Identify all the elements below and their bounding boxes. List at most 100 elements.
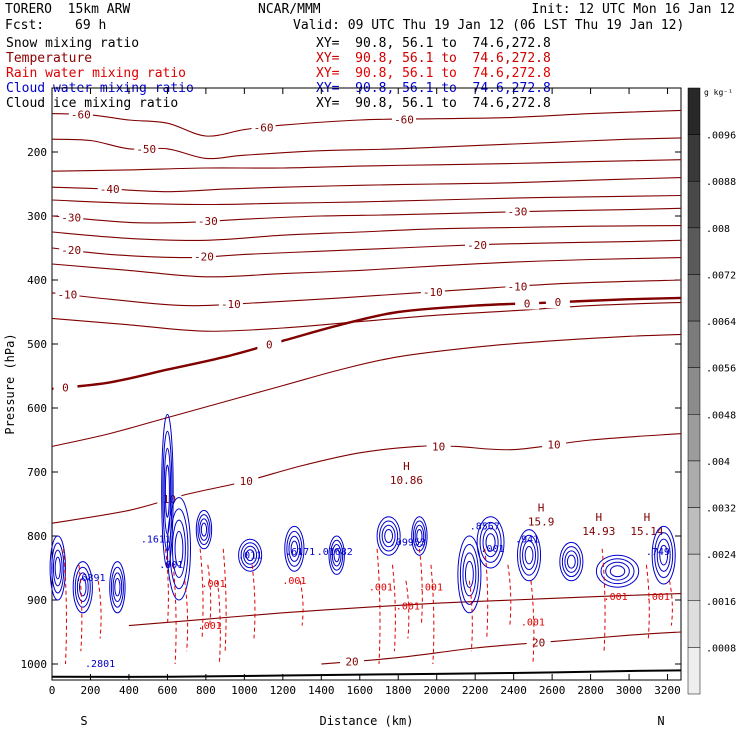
rain-contour-6 <box>199 548 204 639</box>
colorbar-tick-10: .0016 <box>706 597 736 608</box>
cloud-contour-13-3 <box>524 545 534 565</box>
cloud-contour-1-3 <box>79 577 87 597</box>
cloud-contour-12-2 <box>482 527 499 558</box>
temp-label-bg-5-0 <box>195 215 220 228</box>
x-tick-label-5: 1000 <box>231 684 258 697</box>
x-tick-label-11: 2200 <box>462 684 489 697</box>
temp-label-7-2: -20 <box>467 239 487 252</box>
rain-contour-12 <box>376 548 381 665</box>
high-value-0: 10.86 <box>390 474 423 487</box>
field-xy-0: XY= 90.8, 56.1 to 74.6,272.8 <box>316 36 551 51</box>
temp-label-5-0: -30 <box>198 215 218 228</box>
temp-label-bg-9-1 <box>218 297 243 310</box>
cloud-label-7: .09953 <box>390 538 426 549</box>
cloud-contour-0-1 <box>51 542 65 594</box>
x-tick-label-2: 400 <box>119 684 139 697</box>
temp-label-5-2: -30 <box>61 212 81 225</box>
y-tick-label-1: 300 <box>27 210 47 223</box>
high-marker-2: H <box>596 511 603 524</box>
temp-label-bg-9-2 <box>420 285 445 298</box>
cloud-label-10: .941 <box>515 534 539 545</box>
rain-label-4: .001 <box>202 579 226 590</box>
temp-contour-10 <box>51 301 682 332</box>
colorbar-tick-7: .004 <box>706 457 730 468</box>
cloud-contour-9-1 <box>379 520 399 552</box>
forecast-value: 69 h <box>75 18 107 33</box>
temp-label-bg-5-2 <box>59 211 84 224</box>
colorbar-bin-5 <box>687 320 701 368</box>
x-tick-label-8: 1600 <box>347 684 374 697</box>
rain-label-1: .001 <box>419 582 443 593</box>
x-tick-label-0: 0 <box>49 684 56 697</box>
cloud-contour-11-0 <box>457 535 482 614</box>
valid-time: Valid: 09 UTC Thu 19 Jan 12 (06 LST Thu … <box>293 18 685 33</box>
cloud-label-5: .6171 <box>285 547 315 558</box>
cloud-contour-7-2 <box>288 535 301 562</box>
temp-label-bg-11-3 <box>545 296 570 309</box>
rain-contour-20 <box>530 580 535 665</box>
cloud-contour-10-3 <box>416 528 423 544</box>
field-label-4: Cloud ice mixing ratio <box>6 96 179 111</box>
colorbar-bin-1 <box>687 134 701 182</box>
cloud-contour-13-2 <box>522 540 537 571</box>
rain-contour-11 <box>299 580 304 626</box>
temp-label-bg-13-2 <box>426 440 451 453</box>
rain-contour-17 <box>468 580 473 652</box>
rain-contour-5 <box>184 580 189 652</box>
cloud-contour-5-3 <box>200 522 208 537</box>
colorbar-tick-6: .0048 <box>706 410 736 421</box>
cloud-label-4: .011 <box>238 550 262 561</box>
temp-label-9-2: -10 <box>423 286 443 299</box>
forecast-label: Fcst: <box>5 18 45 33</box>
cloud-label-8: .8567 <box>470 522 500 533</box>
temp-label-bg-11-1 <box>257 338 282 351</box>
cloud-contour-4-2 <box>171 519 186 578</box>
temp-label-0-0: -60 <box>71 109 91 122</box>
temp-contour-13 <box>51 433 682 524</box>
temp-label-bg-0-1 <box>251 121 276 134</box>
cloud-contour-11-3 <box>464 560 474 588</box>
cloud-contour-10-2 <box>414 524 425 548</box>
cloud-contour-5-2 <box>199 518 209 541</box>
cloud-contour-4-0 <box>166 497 191 601</box>
cloud-contour-1-1 <box>74 566 91 608</box>
temp-label-0-1: -60 <box>254 121 274 134</box>
cloud-contour-6-3 <box>245 549 255 562</box>
cloud-contour-0-0 <box>49 535 66 601</box>
colorbar-unit: g kg⁻¹ <box>704 88 733 97</box>
cloud-contour-13-1 <box>519 534 539 576</box>
field-label-1: Temperature <box>6 51 93 66</box>
colorbar-tick-9: .0024 <box>706 550 736 561</box>
x-axis-label: Distance (km) <box>320 714 414 728</box>
temp-label-13-2: 10 <box>432 440 445 453</box>
temp-label-bg-15-0 <box>526 636 551 649</box>
temp-label-bg-0-2 <box>392 113 417 126</box>
colorbar-tick-1: .0088 <box>706 177 736 188</box>
cloud-contour-16-2 <box>656 538 671 572</box>
cloud-contour-8-3 <box>333 548 340 563</box>
y-tick-label-8: 1000 <box>21 658 48 671</box>
temp-contour-0 <box>51 109 682 137</box>
temp-label-bg-15-1 <box>340 655 365 668</box>
colorbar-bin-9 <box>687 507 701 555</box>
cloud-contour-3-0 <box>161 413 174 569</box>
temp-label-9-1: -10 <box>221 298 241 311</box>
temp-label-bg-9-0 <box>55 288 80 301</box>
x-tick-label-4: 800 <box>196 684 216 697</box>
cloud-contour-10-0 <box>411 516 428 556</box>
cloud-contour-15-1 <box>600 558 635 585</box>
temp-label-15-1: 20 <box>345 655 358 668</box>
temp-contour-4 <box>51 194 682 206</box>
rain-contour-13 <box>391 564 396 652</box>
init-time: Init: 12 UTC Mon 16 Jan 12 <box>531 2 736 17</box>
temp-label-3-0: -40 <box>100 183 120 196</box>
cloud-contour-0-2 <box>52 549 63 587</box>
colorbar-tick-4: .0064 <box>706 317 736 328</box>
temp-label-bg-5-1 <box>505 205 530 218</box>
temp-contour-6 <box>51 225 682 242</box>
temp-label-13-1: 10 <box>240 475 253 488</box>
x-tick-label-9: 1800 <box>385 684 412 697</box>
cloud-label-0: .6891 <box>75 573 105 584</box>
colorbar-bin-7 <box>687 414 701 462</box>
colorbar-bin-0 <box>687 87 701 135</box>
